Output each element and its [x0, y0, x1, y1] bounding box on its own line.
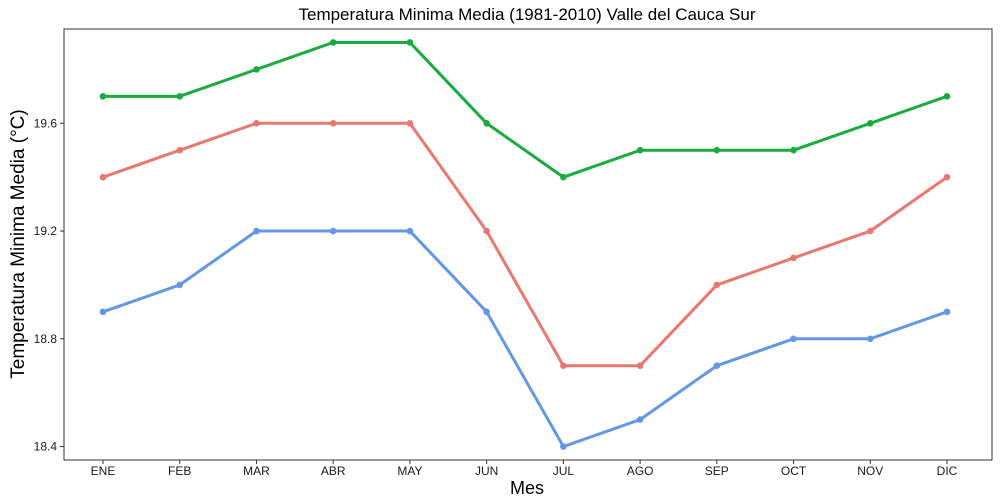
data-point: [483, 227, 490, 235]
plot-frame: [63, 28, 993, 461]
data-point: [560, 443, 567, 450]
x-tick-label: MAR: [243, 464, 270, 478]
data-point: [329, 39, 337, 46]
data-point: [790, 146, 797, 154]
series-line: [101, 40, 949, 179]
x-tick-label: ENE: [91, 464, 116, 478]
data-point: [713, 146, 721, 154]
data-point: [790, 254, 797, 262]
series-layer: [99, 39, 951, 450]
x-tick-label: NOV: [857, 464, 883, 478]
data-point: [866, 335, 874, 343]
x-tick-label: DIC: [937, 464, 958, 478]
data-point: [99, 308, 107, 316]
data-point: [253, 119, 260, 127]
chart-title: Temperatura Minima Media (1981-2010) Val…: [298, 5, 755, 24]
data-point: [636, 416, 644, 423]
x-axis-title: Mes: [510, 478, 544, 498]
data-point: [713, 362, 721, 370]
data-point: [866, 227, 874, 235]
x-tick-label: FEB: [168, 464, 191, 478]
data-point: [406, 39, 414, 46]
series-1: [99, 39, 951, 181]
data-point: [329, 119, 337, 127]
series-line: [101, 121, 949, 368]
x-tick-label: JUL: [553, 464, 575, 478]
x-tick-label: OCT: [781, 464, 807, 478]
x-axis: ENE FEB MAR ABR MAY JUN JUL AGO SEP OCT NOV DIC: [91, 460, 958, 478]
data-point: [483, 308, 490, 316]
x-tick-label: SEP: [705, 464, 729, 478]
data-point: [329, 227, 337, 235]
y-tick-label: 18.8: [34, 332, 58, 346]
data-point: [713, 281, 721, 289]
data-point: [866, 119, 874, 127]
series-line: [101, 229, 949, 449]
y-axis: 18.4 18.8 19.2 19.6: [34, 116, 64, 454]
y-tick-label: 19.2: [34, 224, 58, 238]
data-point: [253, 66, 260, 73]
data-point: [176, 146, 184, 154]
data-point: [943, 308, 951, 316]
data-point: [560, 173, 567, 181]
data-point: [560, 362, 567, 370]
x-tick-label: AGO: [627, 464, 654, 478]
data-point: [483, 119, 490, 127]
series-2: [99, 119, 951, 370]
x-tick-label: MAY: [397, 464, 422, 478]
series-3: [99, 227, 951, 450]
data-point: [406, 119, 414, 127]
data-point: [406, 227, 414, 235]
data-point: [636, 146, 644, 154]
y-axis-title: Temperatura Minima Media (°C): [8, 109, 29, 378]
data-point: [176, 93, 184, 100]
data-point: [99, 173, 107, 181]
y-tick-label: 19.6: [34, 116, 58, 130]
data-point: [790, 335, 797, 343]
x-tick-label: ABR: [321, 464, 346, 478]
data-point: [943, 93, 951, 100]
data-point: [943, 173, 951, 181]
data-point: [176, 281, 184, 289]
data-point: [636, 362, 644, 370]
y-tick-label: 18.4: [34, 440, 58, 454]
data-point: [253, 227, 260, 235]
x-tick-label: JUN: [475, 464, 498, 478]
data-point: [99, 93, 107, 100]
